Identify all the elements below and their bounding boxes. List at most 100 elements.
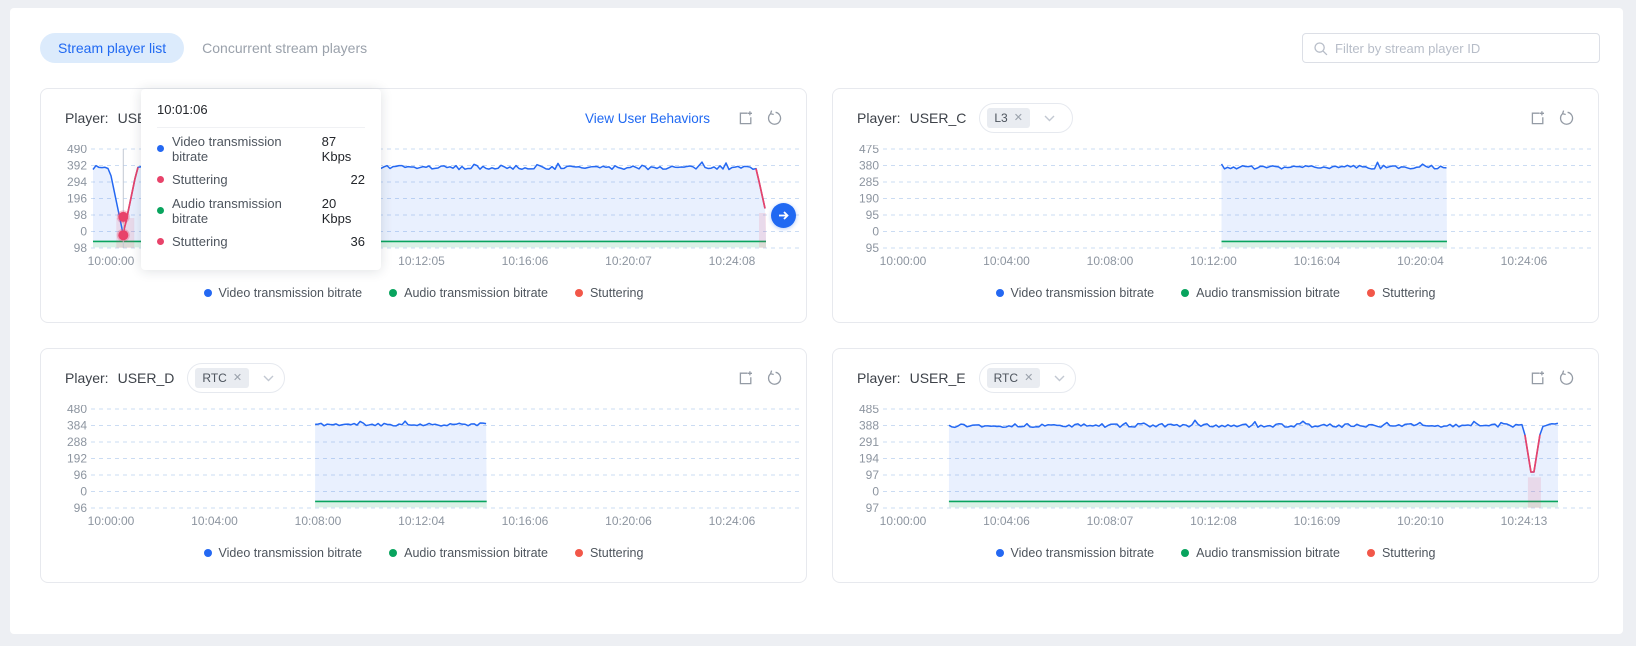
legend-stuttering-label: Stuttering bbox=[1382, 546, 1436, 560]
svg-text:10:12:05: 10:12:05 bbox=[398, 254, 445, 268]
reset-icon[interactable] bbox=[764, 368, 784, 388]
stream-type-select[interactable]: L3✕ bbox=[979, 103, 1073, 133]
tab-stream-player-list[interactable]: Stream player list bbox=[40, 33, 184, 63]
chart-tooltip: 10:01:06 Video transmission bitrate87 Kb… bbox=[141, 89, 381, 270]
tooltip-label: Stuttering bbox=[172, 234, 228, 249]
legend-audio[interactable]: Audio transmission bitrate bbox=[1181, 546, 1340, 560]
player-label: Player: bbox=[65, 110, 109, 126]
remove-tag-icon[interactable]: ✕ bbox=[1014, 113, 1023, 124]
legend-video[interactable]: Video transmission bitrate bbox=[204, 546, 363, 560]
view-user-behaviors-link[interactable]: View User Behaviors bbox=[585, 111, 710, 126]
next-page-button[interactable] bbox=[771, 203, 796, 228]
player-label: Player: bbox=[857, 110, 901, 126]
tab-bar: Stream player list Concurrent stream pla… bbox=[40, 33, 385, 63]
svg-text:0: 0 bbox=[872, 485, 879, 499]
legend-stuttering[interactable]: Stuttering bbox=[1367, 286, 1436, 300]
svg-text:291: 291 bbox=[859, 435, 879, 449]
chart-legend: Video transmission bitrate Audio transmi… bbox=[833, 546, 1598, 560]
tooltip-value: 36 bbox=[337, 234, 365, 249]
svg-text:96: 96 bbox=[74, 468, 88, 482]
panel-header: Player: USER_E RTC ✕ bbox=[857, 363, 1576, 393]
legend-video-dot bbox=[204, 289, 212, 297]
legend-stuttering[interactable]: Stuttering bbox=[575, 286, 644, 300]
top-bar: Stream player list Concurrent stream pla… bbox=[10, 8, 1623, 63]
stream-type-select[interactable]: RTC ✕ bbox=[979, 363, 1077, 393]
export-icon[interactable] bbox=[1527, 108, 1547, 128]
svg-text:10:08:07: 10:08:07 bbox=[1087, 514, 1134, 528]
svg-text:10:00:00: 10:00:00 bbox=[88, 514, 135, 528]
chart-legend: Video transmission bitrate Audio transmi… bbox=[833, 286, 1598, 300]
tag-chip: RTC✕ bbox=[195, 368, 249, 388]
player-panel-user-b: Player: USER_B View User Behaviors bbox=[40, 88, 807, 323]
chart-user-c[interactable]: 4753802851909509510:00:0010:04:0010:08:0… bbox=[833, 145, 1598, 269]
legend-video-dot bbox=[996, 289, 1004, 297]
export-icon[interactable] bbox=[1527, 368, 1547, 388]
search-box[interactable] bbox=[1302, 33, 1600, 63]
reset-icon[interactable] bbox=[764, 108, 784, 128]
remove-tag-icon[interactable]: ✕ bbox=[1024, 373, 1033, 384]
legend-audio[interactable]: Audio transmission bitrate bbox=[389, 286, 548, 300]
svg-text:384: 384 bbox=[67, 419, 87, 433]
player-label: Player: bbox=[65, 370, 109, 386]
tooltip-label: Video transmission bitrate bbox=[172, 134, 308, 164]
chevron-down-icon bbox=[1054, 375, 1065, 382]
tooltip-audio-dot bbox=[157, 207, 164, 214]
legend-audio[interactable]: Audio transmission bitrate bbox=[389, 546, 548, 560]
legend-stuttering-dot bbox=[575, 549, 583, 557]
legend-stuttering[interactable]: Stuttering bbox=[1367, 546, 1436, 560]
svg-text:288: 288 bbox=[67, 435, 87, 449]
tooltip-video-dot bbox=[157, 145, 164, 152]
tooltip-label: Audio transmission bitrate bbox=[172, 196, 308, 226]
legend-audio-dot bbox=[1181, 549, 1189, 557]
chart-user-e[interactable]: 4853882911949709710:00:0010:04:0610:08:0… bbox=[833, 405, 1598, 529]
svg-text:194: 194 bbox=[859, 452, 879, 466]
legend-video[interactable]: Video transmission bitrate bbox=[204, 286, 363, 300]
search-input[interactable] bbox=[1335, 41, 1589, 56]
legend-audio[interactable]: Audio transmission bitrate bbox=[1181, 286, 1340, 300]
svg-text:10:16:04: 10:16:04 bbox=[1294, 254, 1341, 268]
chart-user-d[interactable]: 4803842881929609610:00:0010:04:0010:08:0… bbox=[41, 405, 806, 529]
svg-text:10:24:06: 10:24:06 bbox=[709, 514, 756, 528]
stream-type-select[interactable]: RTC✕ bbox=[187, 363, 285, 393]
legend-video[interactable]: Video transmission bitrate bbox=[996, 546, 1155, 560]
svg-text:10:16:06: 10:16:06 bbox=[502, 254, 549, 268]
chevron-down-icon bbox=[1044, 115, 1055, 122]
svg-text:0: 0 bbox=[872, 225, 879, 239]
chart-legend: Video transmission bitrate Audio transmi… bbox=[41, 286, 806, 300]
tag-label: RTC bbox=[994, 371, 1018, 385]
svg-text:10:04:00: 10:04:00 bbox=[983, 254, 1030, 268]
remove-tag-icon[interactable]: ✕ bbox=[233, 373, 242, 384]
reset-icon[interactable] bbox=[1556, 368, 1576, 388]
svg-text:10:08:00: 10:08:00 bbox=[295, 514, 342, 528]
legend-stuttering-label: Stuttering bbox=[590, 546, 644, 560]
svg-text:10:00:00: 10:00:00 bbox=[880, 254, 927, 268]
svg-text:190: 190 bbox=[859, 192, 879, 206]
legend-stuttering-dot bbox=[575, 289, 583, 297]
tooltip-row: Audio transmission bitrate20 Kbps bbox=[157, 195, 365, 226]
main-card: Stream player list Concurrent stream pla… bbox=[10, 8, 1623, 634]
svg-text:392: 392 bbox=[67, 159, 87, 173]
svg-text:480: 480 bbox=[67, 405, 87, 416]
panel-header: Player: USER_C L3✕ bbox=[857, 103, 1576, 133]
svg-text:192: 192 bbox=[67, 452, 87, 466]
legend-video-label: Video transmission bitrate bbox=[219, 286, 363, 300]
reset-icon[interactable] bbox=[1556, 108, 1576, 128]
legend-stuttering-label: Stuttering bbox=[1382, 286, 1436, 300]
legend-audio-label: Audio transmission bitrate bbox=[404, 546, 548, 560]
legend-stuttering[interactable]: Stuttering bbox=[575, 546, 644, 560]
svg-text:285: 285 bbox=[859, 175, 879, 189]
tooltip-row: Video transmission bitrate87 Kbps bbox=[157, 133, 365, 164]
tab-concurrent-stream-players[interactable]: Concurrent stream players bbox=[184, 33, 385, 63]
svg-text:10:04:06: 10:04:06 bbox=[983, 514, 1030, 528]
export-icon[interactable] bbox=[735, 368, 755, 388]
legend-video[interactable]: Video transmission bitrate bbox=[996, 286, 1155, 300]
tag-chip: RTC ✕ bbox=[987, 368, 1041, 388]
player-id: USER_C bbox=[910, 110, 967, 126]
legend-stuttering-dot bbox=[1367, 549, 1375, 557]
player-id: USER_E bbox=[910, 370, 966, 386]
player-label: Player: bbox=[857, 370, 901, 386]
tooltip-row: Stuttering22 bbox=[157, 164, 365, 195]
svg-text:10:08:00: 10:08:00 bbox=[1087, 254, 1134, 268]
svg-text:10:24:06: 10:24:06 bbox=[1501, 254, 1548, 268]
export-icon[interactable] bbox=[735, 108, 755, 128]
